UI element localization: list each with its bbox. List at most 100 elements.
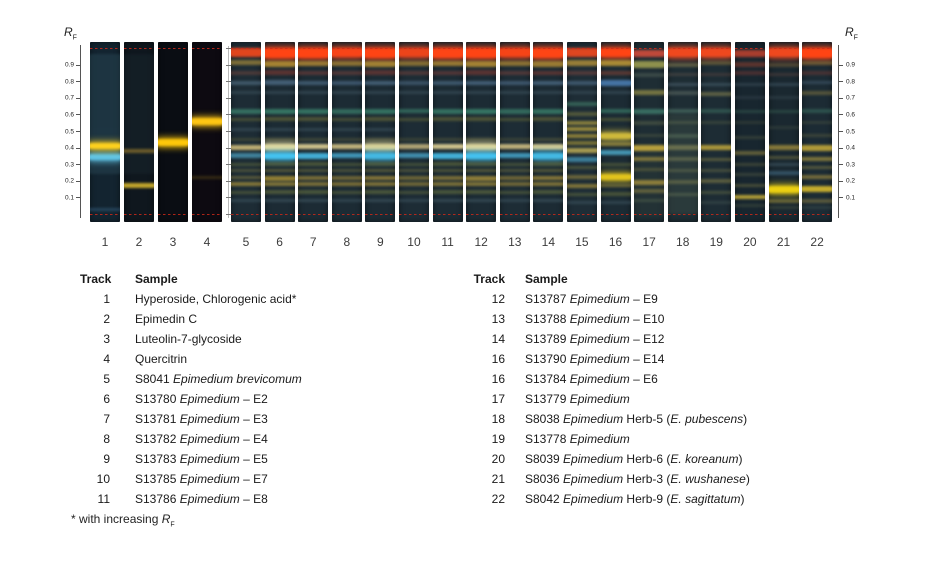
tlc-band xyxy=(466,162,497,167)
origin-line xyxy=(90,214,120,215)
axis-tick-label: 0.7 xyxy=(846,94,856,102)
origin-line xyxy=(192,214,222,215)
solvent-front-line xyxy=(192,48,222,49)
tlc-band xyxy=(533,80,564,85)
legend-row: 19 S13778 Epimedium xyxy=(470,429,750,449)
tlc-track-17 xyxy=(634,42,665,222)
tlc-band xyxy=(734,96,765,100)
tlc-band xyxy=(802,121,833,125)
legend-row: 13 S13788 Epimedium – E10 xyxy=(470,309,750,329)
tlc-band xyxy=(432,61,463,67)
tlc-band xyxy=(768,126,799,130)
footnote: * with increasing RF xyxy=(71,512,175,529)
tlc-band xyxy=(466,70,497,76)
solvent-front-line xyxy=(600,48,631,49)
axis-tick-label: 0.4 xyxy=(846,144,856,152)
tlc-band xyxy=(398,162,429,166)
solvent-front-line xyxy=(566,48,597,49)
tlc-band xyxy=(533,162,564,167)
tlc-band xyxy=(499,70,530,75)
tlc-band xyxy=(432,108,463,114)
tlc-band xyxy=(432,162,463,167)
tlc-band xyxy=(768,156,799,160)
tlc-band xyxy=(264,117,295,122)
tlc-band xyxy=(298,117,329,122)
tlc-band xyxy=(734,136,765,140)
tlc-band xyxy=(331,91,362,95)
tlc-band xyxy=(331,190,362,194)
track-cell: 9 xyxy=(103,452,110,466)
origin-line xyxy=(634,214,665,215)
track-cell: 17 xyxy=(491,392,505,406)
tlc-band xyxy=(734,184,765,188)
tlc-band xyxy=(90,142,120,149)
tlc-band xyxy=(499,153,530,159)
origin-line xyxy=(158,214,188,215)
tlc-track-10 xyxy=(398,42,429,222)
track-number-10: 10 xyxy=(407,235,421,249)
tlc-band xyxy=(466,182,497,187)
tlc-band xyxy=(466,137,497,141)
sample-cell: Luteolin-7-glycoside xyxy=(135,332,242,346)
tlc-band xyxy=(264,169,295,173)
axis-tick-label: 0.3 xyxy=(64,161,74,169)
tlc-band xyxy=(365,176,396,181)
tlc-band xyxy=(264,127,295,131)
sample-cell: S8038 Epimedium Herb-5 (E. pubescens) xyxy=(525,412,748,426)
tlc-band xyxy=(634,108,665,114)
rf-axis-title-right: RF xyxy=(845,25,858,42)
tlc-band xyxy=(264,182,295,187)
sample-cell: S8036 Epimedium Herb-3 (E. wushanese) xyxy=(525,472,750,486)
solvent-front-line xyxy=(802,48,833,49)
tlc-band xyxy=(231,117,261,121)
track-header: Track xyxy=(473,272,505,286)
tlc-band xyxy=(600,200,631,204)
tlc-band xyxy=(701,60,732,65)
sample-cell: S8041 Epimedium brevicomum xyxy=(135,372,302,386)
sample-header: Sample xyxy=(525,272,568,286)
tlc-band xyxy=(231,108,261,114)
tlc-band xyxy=(365,70,396,76)
tlc-band xyxy=(634,157,665,162)
tlc-band xyxy=(432,117,463,122)
tlc-band xyxy=(331,117,362,121)
tlc-band xyxy=(734,83,765,87)
tlc-band xyxy=(398,48,429,58)
tlc-band xyxy=(331,153,362,159)
tlc-track-7 xyxy=(298,42,329,222)
tlc-band xyxy=(466,117,497,122)
tlc-band xyxy=(600,117,631,121)
track-cell: 16 xyxy=(491,352,505,366)
tlc-band xyxy=(231,48,261,58)
axis-tick xyxy=(839,197,843,199)
tlc-band xyxy=(566,112,597,117)
tlc-band xyxy=(600,174,631,181)
tlc-band xyxy=(734,162,765,166)
tlc-band xyxy=(365,137,396,141)
tlc-track-1 xyxy=(90,42,120,222)
tlc-band xyxy=(298,190,329,195)
tlc-band xyxy=(499,169,530,173)
legend-row: 5 S8041 Epimedium brevicomum xyxy=(80,369,302,389)
tlc-band xyxy=(701,157,732,161)
tlc-band xyxy=(701,92,732,97)
mini-ruler-tick xyxy=(226,64,231,66)
axis-tick-label: 0.2 xyxy=(846,177,856,185)
legend-row: 10 S13785 Epimedium – E7 xyxy=(80,469,302,489)
tlc-band xyxy=(566,192,597,196)
tlc-band xyxy=(734,50,765,58)
tlc-track-4 xyxy=(192,42,222,222)
legend-header-row: Track Sample xyxy=(80,269,302,289)
axis-tick xyxy=(76,81,80,83)
tlc-band xyxy=(667,121,698,125)
origin-line xyxy=(331,214,362,215)
tlc-band xyxy=(802,175,833,180)
tlc-band xyxy=(331,70,362,75)
tlc-band xyxy=(768,83,799,87)
solvent-front-line xyxy=(432,48,463,49)
tlc-band xyxy=(600,70,631,75)
tlc-band xyxy=(667,90,698,95)
tlc-band xyxy=(533,143,564,150)
legend-row: 6 S13780 Epimedium – E2 xyxy=(80,389,302,409)
origin-line xyxy=(432,214,463,215)
